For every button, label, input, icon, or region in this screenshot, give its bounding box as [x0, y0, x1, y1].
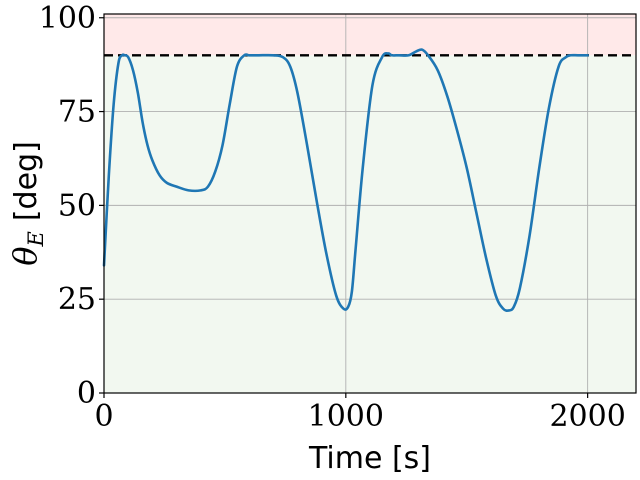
- x-tick-label: 2000: [549, 399, 625, 434]
- x-axis-ticks: 0 1000 2000: [94, 393, 626, 434]
- x-axis-label: Time [s]: [308, 441, 431, 476]
- x-tick-label: 0: [94, 399, 113, 434]
- y-tick-label: 100: [39, 1, 96, 36]
- y-axis-label-symbol: θ: [6, 247, 44, 266]
- x-tick-label: 1000: [308, 399, 384, 434]
- y-axis-label: θE [deg]: [6, 141, 48, 266]
- y-tick-label: 0: [77, 376, 96, 411]
- y-tick-label: 25: [58, 282, 96, 317]
- svg-text:θE[deg]: θE [deg]: [6, 141, 48, 266]
- plot-frame: [103, 13, 637, 394]
- y-tick-label: 75: [58, 95, 96, 130]
- y-tick-label: 50: [58, 188, 96, 223]
- series-line-0: [102, 48, 589, 312]
- y-axis-label-subscript: E: [24, 231, 48, 247]
- series-layer: [102, 48, 589, 312]
- y-axis-label-unit: [deg]: [9, 141, 44, 221]
- region-band-1: [104, 14, 636, 56]
- y-axis-ticks: 0 25 50 75 100: [39, 1, 104, 411]
